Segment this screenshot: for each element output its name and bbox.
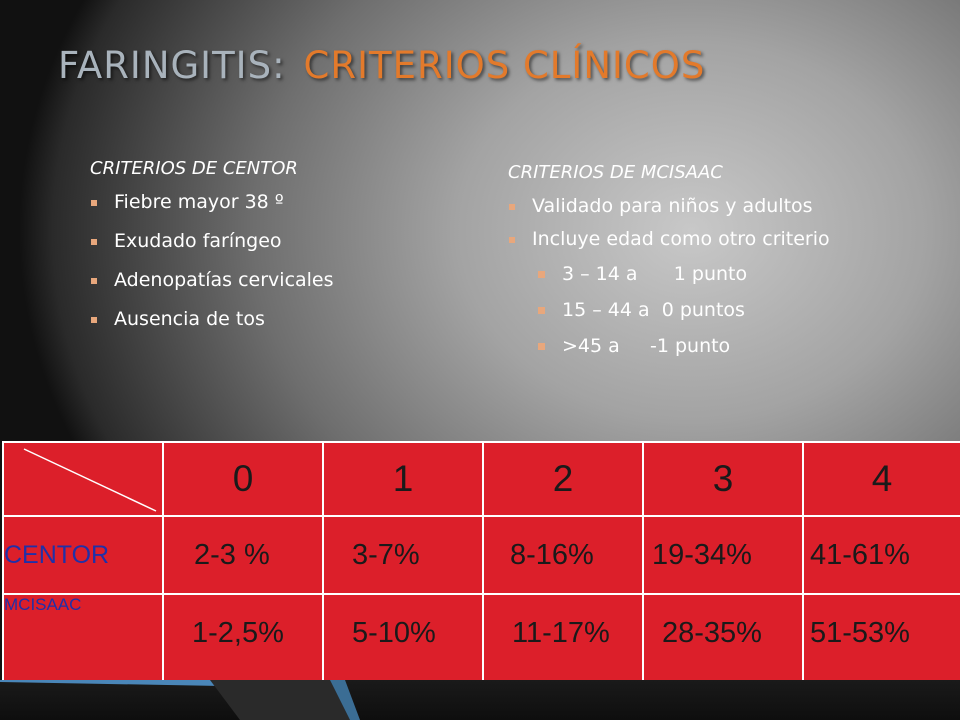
table-header-row: 0 1 2 3 4	[2, 441, 960, 517]
list-item: 3 – 14 a 1 punto	[536, 263, 830, 299]
column-header: 0	[162, 441, 324, 517]
list-item: Validado para niños y adultos	[508, 195, 830, 228]
column-header: 3	[642, 441, 804, 517]
table-cell: 8-16%	[482, 515, 644, 595]
centor-list: Fiebre mayor 38 º Exudado faríngeo Adeno…	[90, 191, 334, 347]
title-part-1: FARINGITIS:	[58, 44, 286, 87]
bottom-strip	[0, 680, 960, 720]
list-item: Adenopatías cervicales	[90, 269, 334, 308]
mcisaac-heading: CRITERIOS DE MCISAAC	[508, 162, 723, 183]
column-header: 4	[802, 441, 960, 517]
table-cell: 41-61%	[802, 515, 960, 595]
row-label: CENTOR	[2, 515, 164, 595]
decorative-wedge	[0, 680, 360, 720]
list-item: Exudado faríngeo	[90, 230, 334, 269]
table-cell: 2-3 %	[162, 515, 324, 595]
slide-title: FARINGITIS: CRITERIOS CLÍNICOS	[58, 44, 705, 87]
table-cell: 3-7%	[322, 515, 484, 595]
corner-cell	[2, 441, 164, 517]
column-header: 1	[322, 441, 484, 517]
risk-table: 0 1 2 3 4 CENTOR 2-3 % 3-7% 8-16% 19-34%…	[2, 441, 960, 704]
title-part-2: CRITERIOS CLÍNICOS	[303, 44, 706, 87]
list-item: Ausencia de tos	[90, 308, 334, 347]
list-item: >45 a -1 punto	[536, 335, 830, 371]
centor-criteria: CRITERIOS DE CENTOR Fiebre mayor 38 º Ex…	[90, 158, 334, 347]
mcisaac-list: Validado para niños y adultos Incluye ed…	[508, 195, 830, 261]
table-cell: 19-34%	[642, 515, 804, 595]
list-item: Incluye edad como otro criterio	[508, 228, 830, 261]
diagonal-line	[23, 448, 157, 512]
mcisaac-criteria: CRITERIOS DE MCISAAC Validado para niños…	[508, 162, 830, 371]
table-row: CENTOR 2-3 % 3-7% 8-16% 19-34% 41-61%	[2, 515, 960, 595]
list-item: Fiebre mayor 38 º	[90, 191, 334, 230]
mcisaac-age-list: 3 – 14 a 1 punto 15 – 44 a 0 puntos >45 …	[536, 263, 830, 371]
centor-heading: CRITERIOS DE CENTOR	[90, 158, 298, 179]
column-header: 2	[482, 441, 644, 517]
list-item: 15 – 44 a 0 puntos	[536, 299, 830, 335]
